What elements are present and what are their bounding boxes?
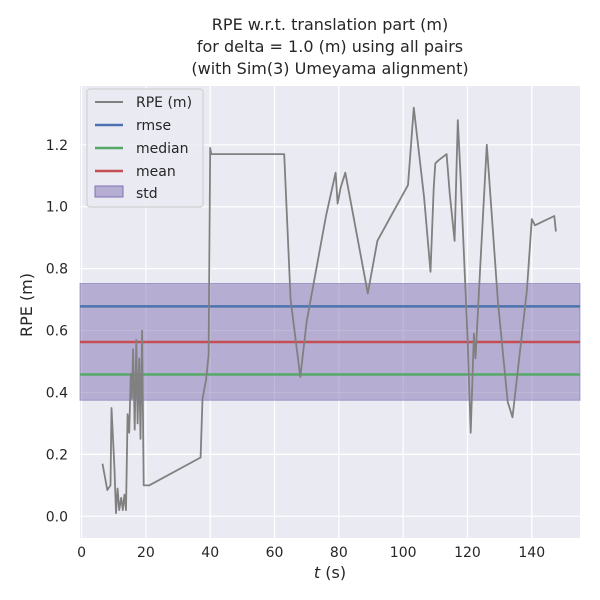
x-tick-label: 60	[266, 545, 284, 561]
y-tick-label: 0.6	[46, 324, 68, 340]
tick-labels: 0 20 40 60 80 100 120 140 0.0 0.2 0.4 0.6 0.8 1.0 1.2	[46, 138, 545, 561]
title-line-1: RPE w.r.t. translation part (m)	[212, 15, 448, 34]
chart-title: RPE w.r.t. translation part (m) for delt…	[191, 15, 468, 78]
legend: RPE (m) rmse median mean std	[86, 88, 204, 208]
legend-std-swatch	[94, 185, 124, 198]
x-tick-label: 140	[518, 545, 545, 561]
y-tick-label: 1.2	[46, 138, 68, 154]
stat-lines	[80, 305, 580, 376]
y-tick-label: 0.2	[46, 447, 68, 463]
x-tick-label: 40	[201, 545, 219, 561]
legend-rpe-label: RPE (m)	[136, 95, 192, 111]
legend-box	[86, 88, 204, 208]
rpe-series	[101, 106, 557, 515]
rpe-line	[101, 106, 557, 515]
legend-median-label: median	[136, 141, 188, 157]
legend-mean-label: mean	[136, 164, 176, 180]
x-tick-label: 100	[390, 545, 417, 561]
x-tick-label: 0	[77, 545, 86, 561]
axis-labels: t (s) RPE (m)	[17, 273, 346, 582]
y-tick-label: 0.4	[46, 385, 68, 401]
x-tick-label: 80	[330, 545, 348, 561]
y-tick-label: 0.0	[46, 509, 68, 525]
x-axis-label-var: t	[314, 563, 321, 582]
x-tick-label: 120	[454, 545, 481, 561]
legend-rmse-label: rmse	[136, 118, 171, 134]
title-line-2: for delta = 1.0 (m) using all pairs	[197, 37, 463, 56]
x-axis-label-unit: (s)	[320, 563, 346, 582]
y-tick-label: 1.0	[46, 200, 68, 216]
y-tick-label: 0.8	[46, 262, 68, 278]
x-axis-label: t (s)	[314, 563, 346, 582]
legend-std-label: std	[136, 186, 158, 202]
y-axis-label: RPE (m)	[17, 273, 36, 337]
title-line-3: (with Sim(3) Umeyama alignment)	[191, 59, 468, 78]
x-tick-label: 20	[137, 545, 155, 561]
